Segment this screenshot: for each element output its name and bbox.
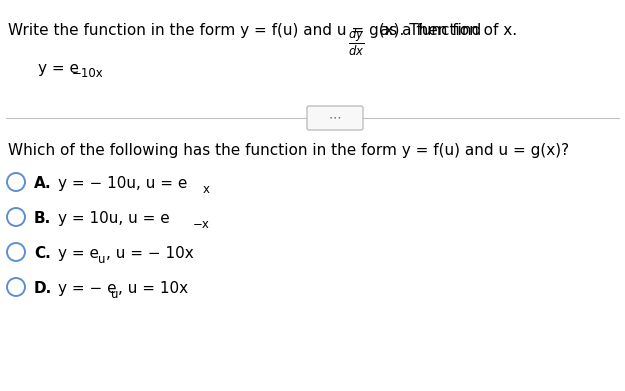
Text: ⋯: ⋯ [329, 111, 341, 124]
FancyBboxPatch shape [307, 106, 363, 130]
Text: Which of the following has the function in the form y = f(u) and u = g(x)?: Which of the following has the function … [8, 143, 569, 158]
Text: B.: B. [34, 211, 51, 226]
Text: −x: −x [193, 218, 210, 231]
Text: −10x: −10x [72, 67, 104, 80]
Text: A.: A. [34, 176, 52, 191]
Text: u: u [111, 288, 119, 301]
Text: , u = − 10x: , u = − 10x [106, 246, 193, 261]
Text: C.: C. [34, 246, 51, 261]
Text: y = − e: y = − e [58, 281, 117, 296]
Text: y = e: y = e [38, 61, 79, 76]
Text: u: u [98, 253, 106, 266]
Text: y = − 10u, u = e: y = − 10u, u = e [58, 176, 188, 191]
Text: , u = 10x: , u = 10x [119, 281, 189, 296]
Text: y = 10u, u = e: y = 10u, u = e [58, 211, 170, 226]
Text: y = e: y = e [58, 246, 99, 261]
Text: D.: D. [34, 281, 52, 296]
Text: as a function of x.: as a function of x. [375, 23, 517, 38]
Text: $\frac{dy}{dx}$: $\frac{dy}{dx}$ [348, 27, 364, 59]
Text: x: x [203, 183, 210, 196]
Text: Write the function in the form y = f(u) and u = g(x). Then find: Write the function in the form y = f(u) … [8, 23, 486, 38]
